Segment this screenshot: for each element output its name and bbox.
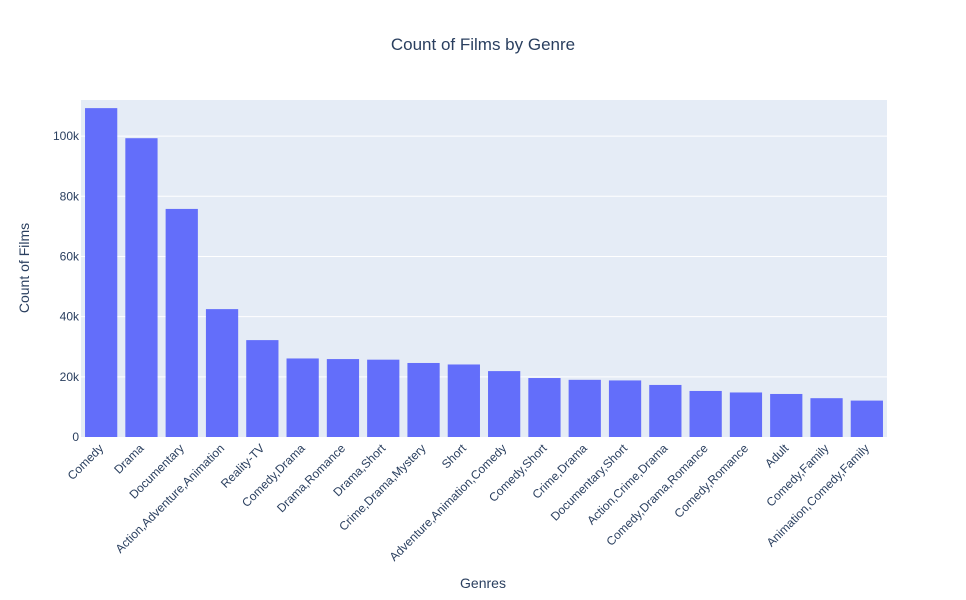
bar[interactable] xyxy=(407,362,440,437)
plot-background xyxy=(81,100,887,437)
bar[interactable] xyxy=(367,359,400,437)
x-axis-ticks: Comedy DramaDocumentaryAction,Adventure,A… xyxy=(65,441,872,564)
y-tick-label: 40k xyxy=(60,310,80,324)
bar[interactable] xyxy=(649,384,682,437)
x-tick-label: Short xyxy=(439,441,470,472)
x-tick-label: Drama xyxy=(111,441,147,477)
bar[interactable] xyxy=(850,400,883,437)
bar[interactable] xyxy=(770,393,803,437)
bar[interactable] xyxy=(608,380,642,437)
y-tick-label: 80k xyxy=(60,189,80,203)
y-axis-ticks: 0 20k 40k 60k 80k 100k xyxy=(53,129,80,444)
bar[interactable] xyxy=(205,309,239,437)
bar[interactable] xyxy=(286,358,319,437)
x-tick-label: Drama,Romance xyxy=(274,441,348,515)
y-tick-label: 0 xyxy=(72,430,79,444)
bar[interactable] xyxy=(488,371,521,437)
bar[interactable] xyxy=(246,340,279,437)
bar[interactable] xyxy=(528,378,561,437)
x-tick-label: Comedy xyxy=(65,441,106,482)
x-tick-label: Adult xyxy=(762,441,792,471)
bar[interactable] xyxy=(447,364,480,437)
bar[interactable] xyxy=(689,390,722,437)
bar[interactable] xyxy=(125,138,158,438)
bars xyxy=(85,108,883,438)
x-tick-label: Comedy,Romance xyxy=(672,441,752,521)
y-axis-title: Count of Films xyxy=(16,223,32,313)
y-tick-label: 20k xyxy=(60,370,80,384)
bar[interactable] xyxy=(729,392,763,437)
x-axis-title: Genres xyxy=(460,575,506,591)
bar[interactable] xyxy=(326,359,360,437)
y-tick-label: 60k xyxy=(60,249,80,263)
y-tick-label: 100k xyxy=(53,129,80,143)
x-tick-label: Documentary,Short xyxy=(548,441,631,524)
chart-title: Count of Films by Genre xyxy=(391,35,575,54)
bar[interactable] xyxy=(85,108,118,437)
bar[interactable] xyxy=(568,379,601,437)
bar[interactable] xyxy=(165,208,198,437)
bar[interactable] xyxy=(810,398,843,437)
